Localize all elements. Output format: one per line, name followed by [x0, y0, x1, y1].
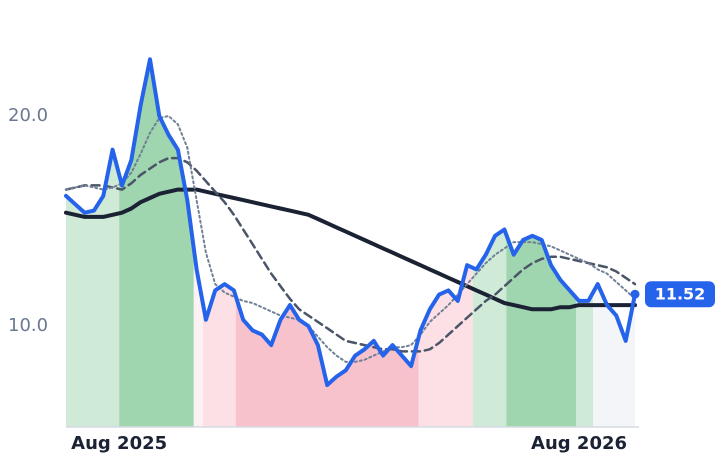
price-label: 11.52: [655, 285, 706, 304]
y-tick-label: 10.0: [8, 315, 48, 336]
y-tick-label: 20.0: [8, 105, 48, 126]
x-tick-label: Aug 2025: [71, 433, 167, 454]
region: [193, 59, 204, 427]
region: [418, 59, 473, 427]
region: [506, 59, 577, 427]
region: [119, 59, 194, 427]
region: [593, 59, 635, 427]
series-line: [64, 156, 637, 353]
price-badge: [645, 281, 715, 308]
region: [576, 59, 594, 427]
region: [203, 59, 236, 427]
series-line: [64, 57, 637, 387]
series-line: [64, 187, 637, 312]
x-tick-label: Aug 2026: [531, 433, 627, 454]
region: [66, 59, 120, 427]
last-point: [630, 289, 640, 299]
region: [472, 59, 507, 427]
